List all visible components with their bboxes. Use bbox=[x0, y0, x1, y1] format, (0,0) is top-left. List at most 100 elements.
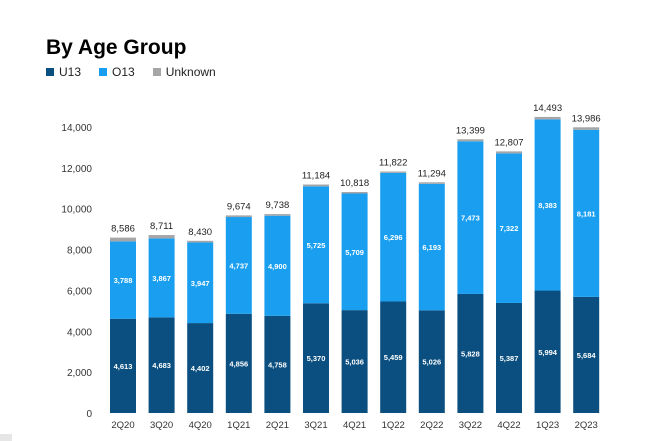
bar-segment-u13 bbox=[380, 301, 407, 413]
total-label: 13,399 bbox=[456, 125, 485, 136]
x-tick-label: 3Q20 bbox=[150, 420, 173, 431]
bar-segment-u13 bbox=[418, 310, 445, 413]
total-label: 9,674 bbox=[227, 201, 251, 212]
legend-swatch-u13 bbox=[46, 68, 54, 76]
bar-segment-unknown bbox=[110, 237, 136, 242]
x-tick-label: 1Q21 bbox=[227, 420, 250, 431]
chart-title: By Age Group bbox=[46, 36, 187, 59]
data-label-u13: 5,370 bbox=[307, 354, 326, 363]
data-label-o13: 6,193 bbox=[422, 243, 441, 252]
legend-item-o13: O13 bbox=[99, 65, 135, 79]
y-tick-label: 6,000 bbox=[67, 286, 92, 297]
bar-segment-u13 bbox=[264, 315, 291, 413]
legend-label-u13: U13 bbox=[59, 65, 82, 79]
x-tick-label: 2Q22 bbox=[420, 420, 443, 431]
bar-segment-unknown bbox=[187, 240, 214, 243]
x-tick-label: 4Q20 bbox=[189, 420, 212, 431]
x-tick-label: 3Q22 bbox=[459, 420, 482, 431]
data-label-o13: 4,900 bbox=[268, 262, 287, 271]
x-tick-label: 1Q22 bbox=[382, 420, 405, 431]
y-tick-label: 14,000 bbox=[61, 123, 92, 134]
data-label-u13: 4,856 bbox=[229, 359, 248, 368]
bar-segment-o13 bbox=[534, 119, 561, 291]
total-label: 8,586 bbox=[111, 224, 135, 235]
bar-segment-u13 bbox=[573, 296, 600, 413]
legend-label-o13: O13 bbox=[112, 65, 135, 79]
bar-segment-u13 bbox=[341, 310, 368, 413]
legend-swatch-unknown bbox=[152, 68, 161, 76]
data-label-u13: 5,026 bbox=[422, 358, 441, 367]
bar-segment-o13 bbox=[110, 241, 136, 319]
bar-segment-unknown bbox=[496, 151, 522, 154]
bar-segment-u13 bbox=[496, 302, 522, 413]
data-label-o13: 3,947 bbox=[191, 279, 210, 288]
x-tick-label: 4Q22 bbox=[497, 420, 520, 431]
bar-segment-o13 bbox=[573, 129, 600, 297]
total-label: 8,430 bbox=[188, 227, 212, 238]
y-tick-label: 8,000 bbox=[67, 246, 92, 257]
bar-segment-unknown bbox=[264, 214, 291, 216]
x-tick-label: 1Q23 bbox=[536, 420, 559, 431]
bar-segment-u13 bbox=[187, 323, 214, 413]
bar-segment-o13 bbox=[380, 172, 407, 302]
x-tick-label: 4Q21 bbox=[343, 420, 366, 431]
bar-segment-o13 bbox=[187, 242, 214, 324]
total-label: 12,807 bbox=[494, 137, 523, 148]
data-label-u13: 5,994 bbox=[538, 348, 558, 357]
bar-segment-unknown bbox=[303, 184, 329, 187]
total-label: 10,818 bbox=[340, 178, 369, 189]
data-label-u13: 4,402 bbox=[191, 364, 210, 373]
x-tick-label: 2Q20 bbox=[111, 420, 134, 431]
bar-segment-o13 bbox=[148, 238, 175, 318]
bar-segment-o13 bbox=[496, 153, 522, 303]
bar-segment-u13 bbox=[303, 303, 329, 413]
data-label-o13: 8,383 bbox=[538, 201, 557, 210]
data-label-o13: 3,867 bbox=[152, 274, 171, 283]
total-label: 14,493 bbox=[533, 103, 562, 114]
total-label: 11,294 bbox=[418, 168, 446, 179]
total-label: 13,986 bbox=[572, 113, 601, 124]
bar-segment-unknown bbox=[418, 182, 445, 184]
bar-segment-o13 bbox=[264, 215, 291, 316]
total-label: 9,738 bbox=[266, 200, 290, 211]
bar-segment-unknown bbox=[457, 139, 484, 142]
legend: U13 O13 Unknown bbox=[46, 65, 216, 79]
legend-label-unknown: Unknown bbox=[165, 65, 216, 79]
data-label-o13: 7,322 bbox=[500, 224, 519, 233]
y-tick-label: 2,000 bbox=[67, 368, 92, 379]
bar-segment-u13 bbox=[110, 318, 136, 413]
bar-segment-o13 bbox=[225, 217, 252, 314]
total-label: 11,184 bbox=[302, 171, 330, 182]
y-tick-label: 12,000 bbox=[61, 164, 92, 175]
x-tick-label: 2Q23 bbox=[575, 420, 598, 431]
data-label-u13: 5,459 bbox=[384, 353, 403, 362]
data-label-o13: 5,709 bbox=[345, 248, 364, 257]
data-label-o13: 8,181 bbox=[577, 209, 596, 218]
data-label-o13: 5,725 bbox=[307, 241, 326, 250]
corner-decoration bbox=[0, 434, 12, 441]
data-label-o13: 3,788 bbox=[114, 276, 133, 285]
total-label: 11,822 bbox=[379, 157, 407, 168]
bar-segment-u13 bbox=[534, 290, 561, 413]
data-label-u13: 4,683 bbox=[152, 361, 171, 370]
y-tick-label: 0 bbox=[86, 409, 92, 420]
data-label-u13: 5,684 bbox=[577, 351, 597, 360]
data-label-o13: 4,737 bbox=[229, 261, 248, 270]
bar-segment-unknown bbox=[380, 171, 407, 173]
legend-item-u13: U13 bbox=[46, 65, 81, 79]
bar-segment-unknown bbox=[534, 116, 561, 120]
bar-segment-u13 bbox=[225, 313, 252, 413]
legend-swatch-o13 bbox=[99, 68, 108, 76]
y-tick-label: 4,000 bbox=[67, 327, 92, 338]
x-tick-label: 2Q21 bbox=[266, 420, 289, 431]
legend-item-unknown: Unknown bbox=[152, 65, 216, 79]
x-tick-label: 3Q21 bbox=[304, 420, 327, 431]
bar-segment-o13 bbox=[457, 141, 484, 294]
data-label-o13: 7,473 bbox=[461, 214, 480, 223]
bar-segment-o13 bbox=[418, 183, 445, 311]
total-label: 8,711 bbox=[150, 221, 173, 232]
bar-segment-u13 bbox=[148, 317, 175, 413]
data-label-u13: 4,758 bbox=[268, 360, 287, 369]
data-label-u13: 4,613 bbox=[114, 362, 133, 371]
